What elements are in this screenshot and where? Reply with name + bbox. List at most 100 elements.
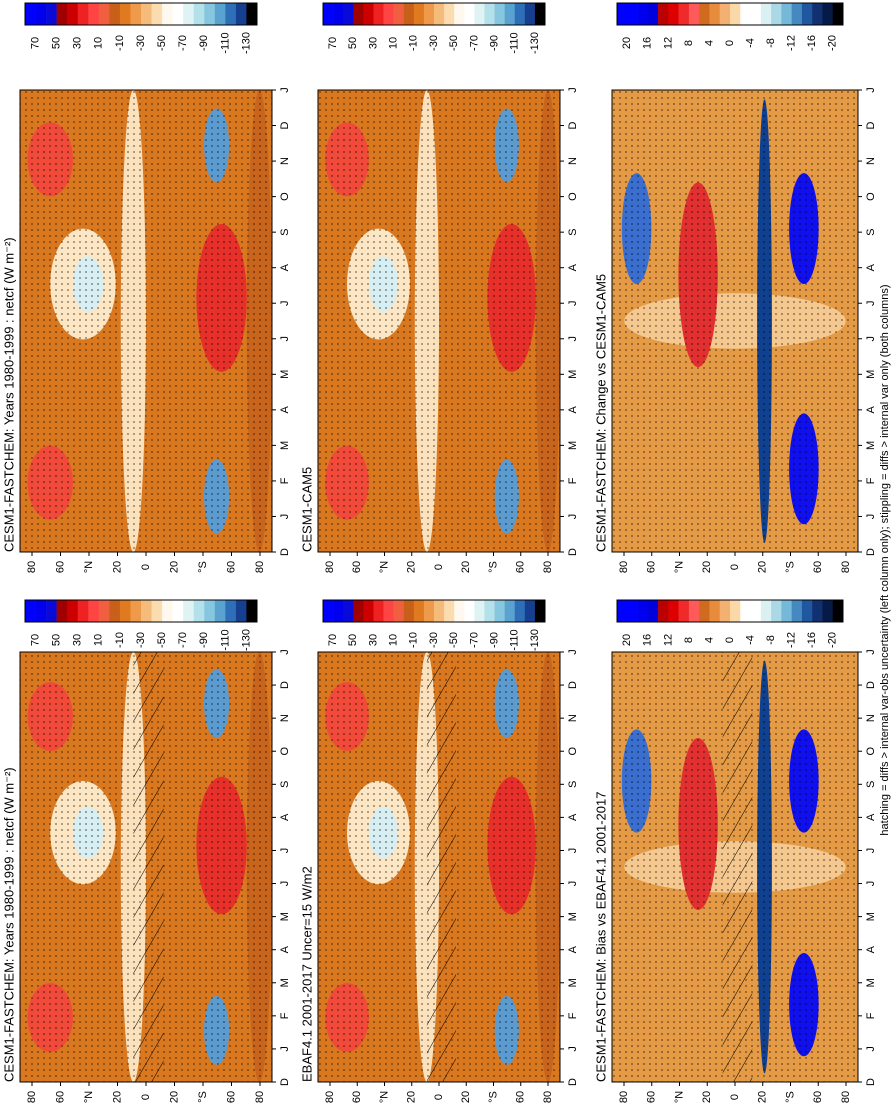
colorbar-swatch (750, 3, 762, 25)
latitude-label: 80 (26, 1091, 38, 1103)
month-label: O (279, 747, 291, 756)
month-label: A (567, 813, 579, 821)
latitude-label: °S (487, 561, 499, 573)
colorbar-swatch (183, 3, 195, 25)
latitude-label: °S (784, 1091, 796, 1103)
colorbar-label: -4 (744, 38, 756, 48)
stippling (612, 90, 858, 552)
colorbar-swatch (35, 600, 47, 622)
latitude-label: °N (378, 1091, 390, 1103)
colorbar-swatch (627, 600, 638, 622)
colorbar-swatch (781, 600, 792, 622)
latitude-label: 20 (168, 561, 180, 573)
month-label: D (865, 1078, 877, 1086)
month-label: J (567, 848, 579, 854)
colorbar-label: 70 (29, 634, 41, 646)
month-label: J (279, 300, 291, 306)
colorbar-swatch (67, 3, 79, 25)
colorbar-label: 70 (29, 37, 41, 49)
latitude-label: °N (83, 1091, 95, 1103)
colorbar-swatch (658, 3, 669, 25)
colorbar-swatch (204, 600, 216, 622)
month-label: J (567, 881, 579, 887)
colorbar-swatch (464, 600, 475, 622)
month-label: N (567, 157, 579, 165)
colorbar-label: -130 (240, 32, 252, 54)
colorbar-swatch (151, 600, 163, 622)
colorbar-swatch (801, 3, 813, 25)
colorbar-swatch (444, 3, 455, 25)
colorbar-swatch (699, 3, 710, 25)
colorbar-swatch (637, 600, 649, 622)
month-label: J (865, 848, 877, 854)
colorbar-swatch (130, 3, 142, 25)
colorbar-swatch (524, 3, 536, 25)
colorbar-label: -30 (428, 35, 440, 51)
colorbar-swatch (403, 600, 415, 622)
colorbar-label: 50 (51, 634, 63, 646)
colorbar-label: 10 (93, 37, 105, 49)
latitude-label: 80 (26, 561, 38, 573)
hatching (133, 652, 164, 1082)
latitude-label: 60 (54, 1091, 66, 1103)
colorbar-swatch (781, 3, 792, 25)
colorbar-swatch (709, 600, 721, 622)
colorbar-swatch (423, 600, 435, 622)
month-label: N (279, 714, 291, 722)
colorbar-label: -30 (428, 632, 440, 648)
colorbar-label: -110 (509, 629, 521, 650)
colorbar-swatch (88, 3, 100, 25)
colorbar-label: -4 (744, 635, 756, 645)
month-label: F (279, 477, 291, 484)
colorbar-swatch (141, 3, 152, 25)
colorbar-swatch (771, 3, 782, 25)
colorbar-swatch (363, 600, 374, 622)
colorbar-swatch (204, 3, 216, 25)
month-label: J (567, 1046, 579, 1052)
month-label: O (865, 192, 877, 201)
colorbar-frame (322, 599, 546, 623)
latitude-label: °N (378, 561, 390, 573)
latitude-label: 20 (111, 1091, 123, 1103)
colorbar-swatch (246, 600, 258, 622)
colorbar-swatch (193, 600, 205, 622)
latitude-label: 20 (701, 1091, 713, 1103)
latitude-label: 20 (701, 561, 713, 573)
colorbar-swatch (363, 3, 374, 25)
month-label: J (279, 87, 291, 93)
month-label: S (279, 781, 291, 788)
colorbar-swatch (343, 600, 354, 622)
colorbar-label: 0 (724, 637, 736, 643)
latitude-label: 0 (729, 1094, 741, 1100)
colorbar-label: -130 (529, 32, 541, 54)
colorbar-swatch (56, 3, 68, 25)
colorbar-swatch (658, 600, 669, 622)
colorbar-label: 12 (662, 634, 674, 646)
month-label: J (279, 1046, 291, 1052)
colorbar-label: -8 (765, 635, 777, 645)
colorbar-label: -20 (827, 35, 839, 51)
latitude-label: 80 (840, 561, 852, 573)
colorbar-label: -90 (198, 35, 210, 51)
latitude-label: °S (487, 1091, 499, 1103)
latitude-label: 20 (460, 561, 472, 573)
panel (611, 599, 862, 1086)
colorbar-swatch (353, 3, 364, 25)
colorbar-frame (24, 599, 258, 623)
colorbar-swatch (484, 600, 495, 622)
colorbar-swatch (25, 600, 36, 622)
colorbar-swatch (617, 600, 628, 622)
colorbar-swatch (225, 3, 237, 25)
latitude-label: 20 (406, 561, 418, 573)
month-label: A (567, 945, 579, 953)
month-label: A (279, 263, 291, 271)
panel (317, 599, 564, 1086)
colorbar-label: -70 (468, 35, 480, 51)
colorbar-swatch (699, 600, 710, 622)
colorbar-label: 8 (683, 637, 695, 643)
month-label: F (865, 1012, 877, 1019)
colorbar-swatch (647, 600, 659, 622)
colorbar-swatch (454, 3, 465, 25)
colorbar-swatch (98, 3, 110, 25)
colorbar-label: -50 (448, 35, 460, 51)
